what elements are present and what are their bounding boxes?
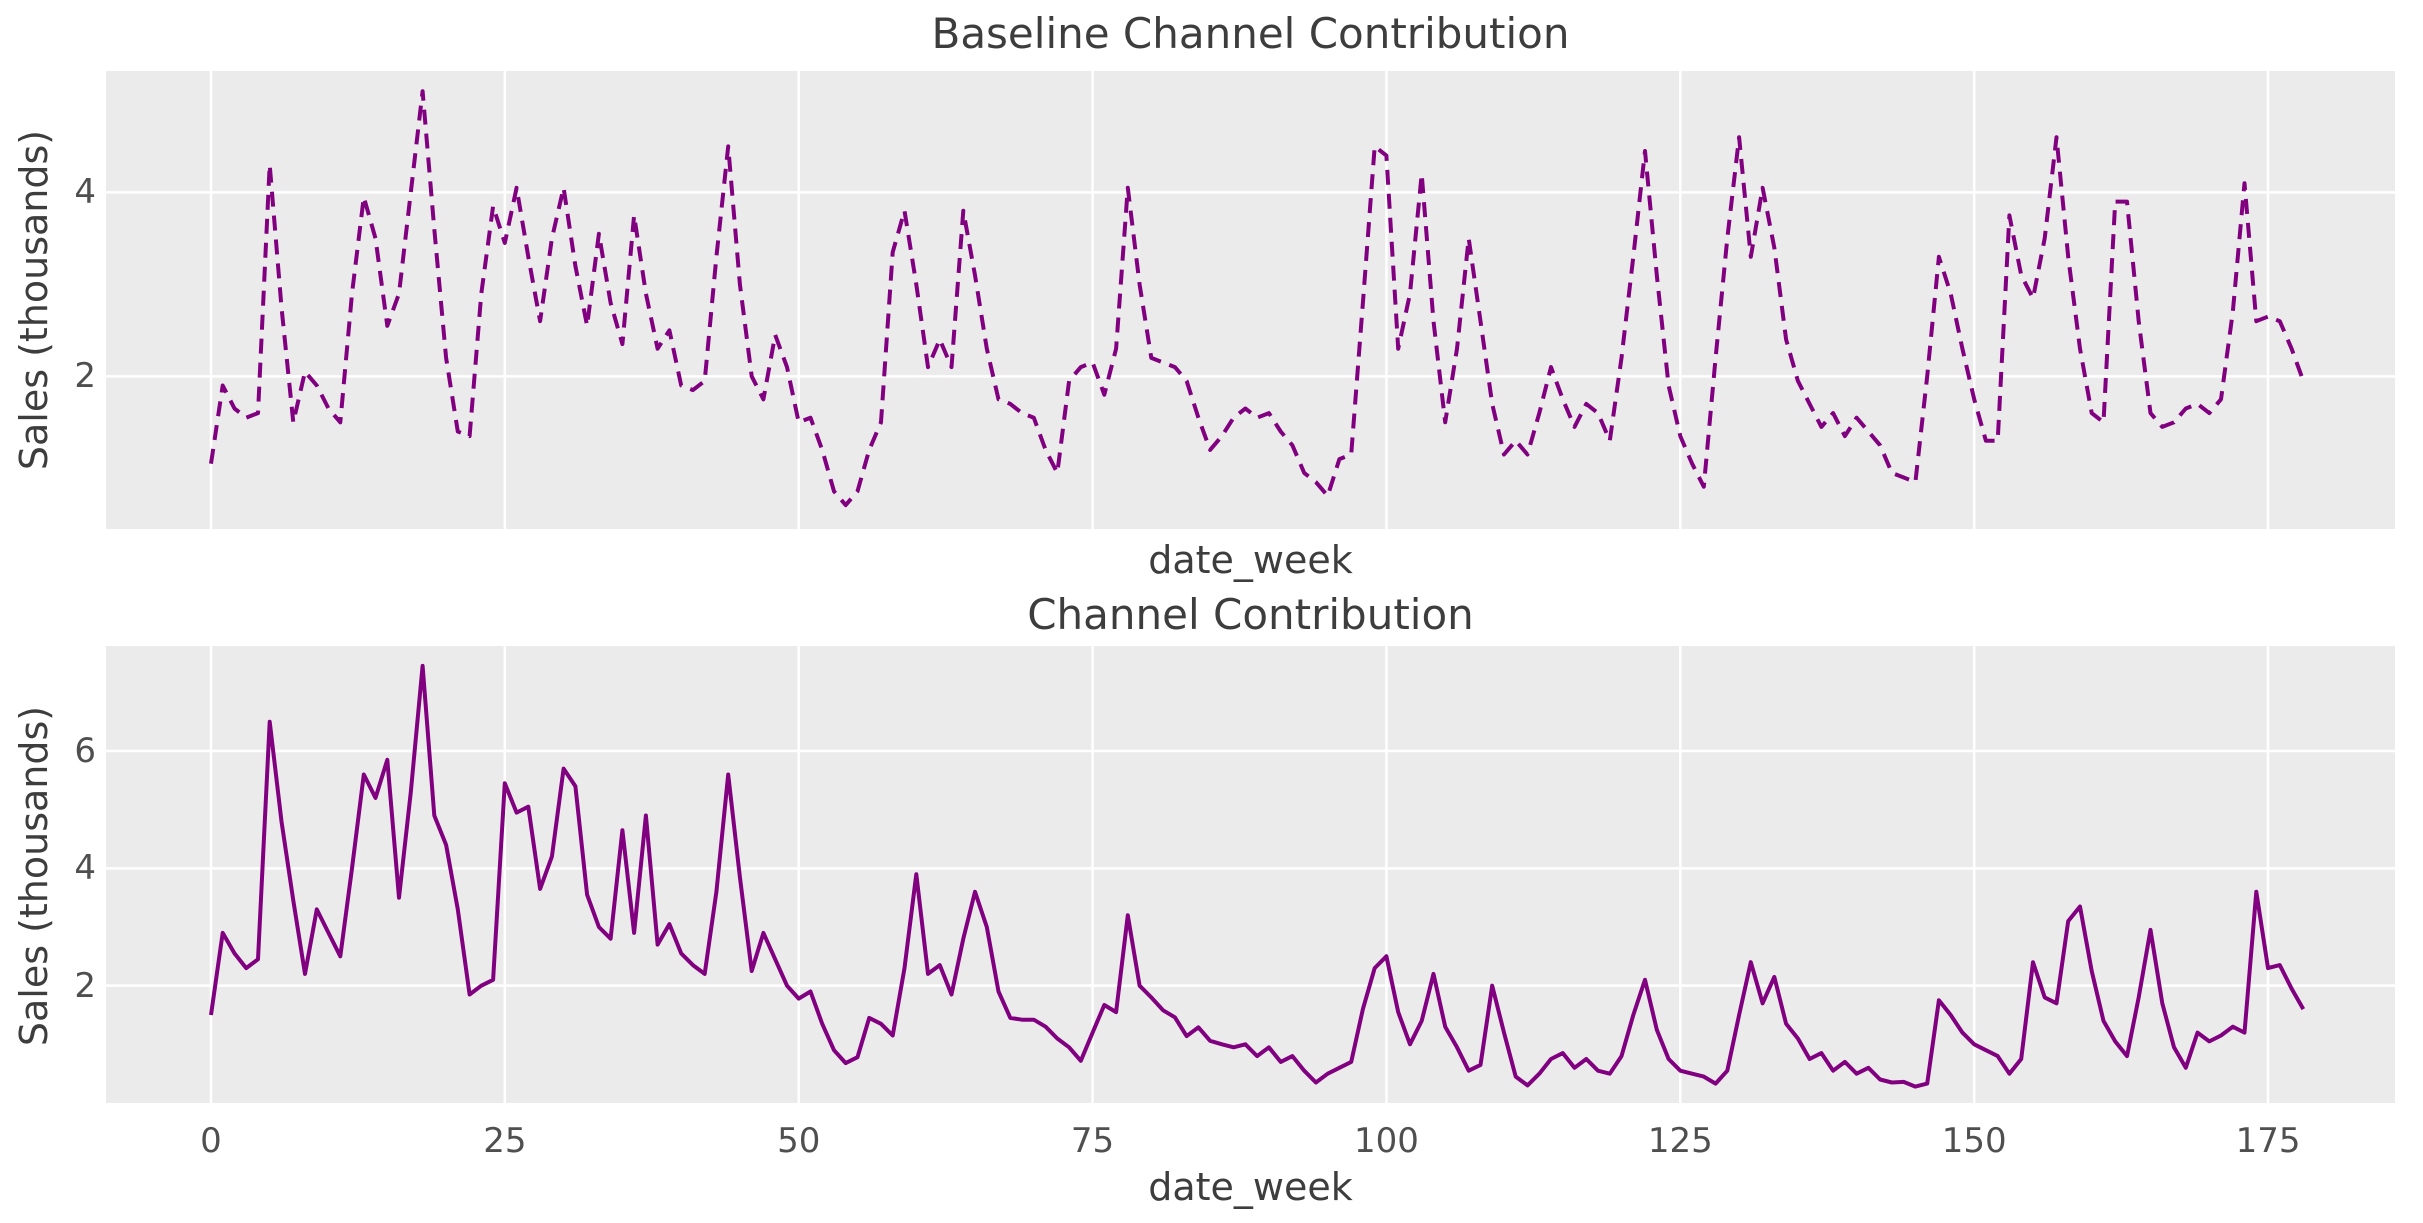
x-axis-label-top: date_week <box>1148 538 1353 582</box>
plot-area-channel <box>106 646 2395 1103</box>
x-tick-label: 100 <box>1353 1121 1419 1161</box>
y-tick-label: 2 <box>74 356 96 397</box>
y-tick-label: 4 <box>74 172 96 213</box>
plot-background <box>106 646 2395 1103</box>
y-tick-label: 4 <box>74 848 96 889</box>
y-tick-label: 6 <box>74 731 96 771</box>
x-tick-label: 175 <box>2235 1121 2301 1161</box>
plot-area-baseline <box>106 71 2395 529</box>
x-tick-label: 0 <box>200 1121 222 1161</box>
series-line-dashed <box>209 89 2306 508</box>
y-tick-label: 2 <box>74 965 96 1006</box>
x-tick-label: 75 <box>1070 1121 1115 1161</box>
x-tick-label: 125 <box>1647 1121 1713 1161</box>
chart-title-channel: Channel Contribution <box>1027 590 1474 639</box>
y-axis-label-top: Sales (thousands) <box>12 129 56 471</box>
x-tick-label: 50 <box>777 1121 821 1161</box>
series-line-solid <box>209 663 2306 1089</box>
x-axis-label-bottom: date_week <box>1148 1165 1353 1209</box>
x-tick-label: 25 <box>483 1121 527 1161</box>
chart-title-baseline: Baseline Channel Contribution <box>931 9 1570 58</box>
x-tick-label: 150 <box>1941 1121 2007 1161</box>
plot-background <box>106 71 2395 529</box>
y-axis-label-bottom: Sales (thousands) <box>12 705 56 1047</box>
